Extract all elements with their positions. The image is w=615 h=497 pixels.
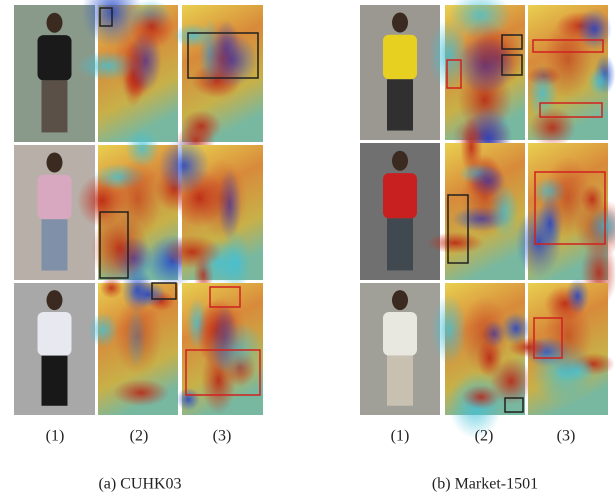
heatmap-blob bbox=[529, 107, 575, 148]
person-legs bbox=[387, 356, 413, 406]
person-legs bbox=[42, 356, 68, 406]
body-activation bbox=[198, 296, 247, 375]
person-torso bbox=[383, 173, 417, 218]
heatmap-blob bbox=[88, 312, 118, 347]
heatmap-blob bbox=[100, 277, 124, 298]
panel-caption: (a) CUHK03 bbox=[98, 476, 181, 493]
person-head bbox=[392, 290, 408, 310]
person-legs bbox=[42, 219, 68, 270]
column-label: (3) bbox=[557, 428, 576, 445]
panel-caption: (b) Market-1501 bbox=[432, 476, 538, 493]
heatmap-blob bbox=[461, 385, 500, 409]
body-activation bbox=[114, 19, 162, 101]
body-activation bbox=[198, 159, 247, 240]
column-label: (1) bbox=[46, 428, 65, 445]
body-activation bbox=[544, 19, 592, 100]
person-torso bbox=[383, 35, 417, 80]
body-activation bbox=[544, 296, 592, 375]
person-legs bbox=[42, 80, 68, 132]
heatmap-blob bbox=[176, 388, 200, 412]
person-head bbox=[47, 290, 63, 310]
body-activation bbox=[114, 296, 162, 375]
person-torso bbox=[38, 35, 72, 80]
person-torso bbox=[38, 175, 72, 220]
person-head bbox=[47, 153, 63, 173]
person-head bbox=[47, 13, 63, 33]
body-activation bbox=[114, 159, 162, 240]
column-label: (2) bbox=[475, 428, 494, 445]
body-activation bbox=[198, 19, 247, 101]
body-activation bbox=[544, 157, 592, 239]
body-activation bbox=[461, 296, 509, 375]
image-grid bbox=[14, 0, 615, 439]
column-label: (2) bbox=[130, 428, 149, 445]
person-head bbox=[392, 13, 408, 33]
figure: (1) (2) (3) (1) (2) (3) (a) CUHK03 (b) M… bbox=[0, 0, 615, 497]
heatmap-blob bbox=[112, 379, 169, 407]
heatmap-blob bbox=[588, 67, 612, 95]
person-legs bbox=[387, 218, 413, 270]
heatmap-blob bbox=[181, 110, 222, 142]
column-label: (3) bbox=[213, 428, 232, 445]
person-legs bbox=[387, 79, 413, 130]
heatmap-blob bbox=[162, 235, 221, 269]
person-torso bbox=[38, 312, 72, 356]
person-head bbox=[392, 151, 408, 171]
person-torso bbox=[383, 312, 417, 356]
column-label: (1) bbox=[391, 428, 410, 445]
